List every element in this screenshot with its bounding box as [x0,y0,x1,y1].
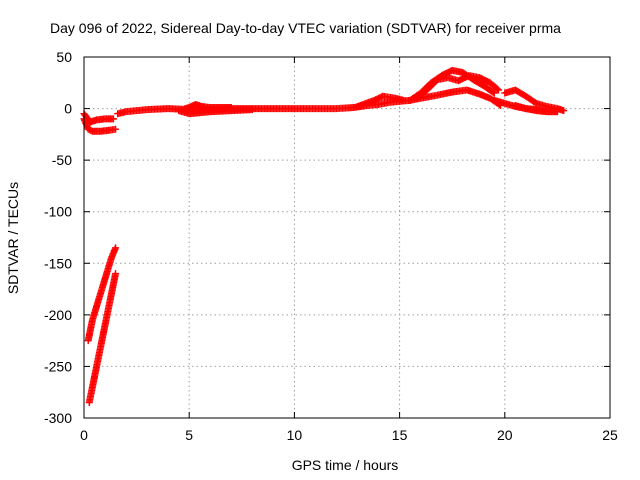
y-tick-label: 0 [64,101,72,117]
y-tick-label: -300 [44,410,72,426]
series-track-tail-c [511,101,561,116]
data-point [227,104,235,112]
plot-frame [83,56,611,419]
y-tick-label: -100 [44,204,72,220]
chart-title: Day 096 of 2022, Sidereal Day-to-day VTE… [50,20,561,36]
x-tick-label: 25 [602,427,618,443]
series-track-early-drop [80,115,120,135]
series-track-mid-high [181,100,235,113]
data-point [109,115,117,123]
data-point [400,96,408,104]
axis-ticks: 0 5 10 15 20 25 -300 -250 -200 -150 -100 -50 0 50 [44,49,618,443]
data-points [80,66,568,407]
series-track-peak-c [406,86,505,109]
x-tick-label: 5 [185,427,193,443]
y-tick-label: -150 [44,255,72,271]
x-tick-label: 15 [392,427,408,443]
y-tick-label: -200 [44,307,72,323]
data-point [112,270,120,278]
data-point [248,106,256,114]
data-point [560,107,568,115]
series-track-high-wave [354,92,408,111]
data-point [493,85,501,93]
x-tick-label: 10 [287,427,303,443]
series-track-early-upper [80,110,117,126]
y-tick-label: -50 [52,152,72,168]
data-point [490,89,498,97]
data-point [553,108,561,116]
y-tick-label: -250 [44,358,72,374]
data-point [489,88,497,96]
series-track-low-right [85,270,120,407]
data-point [112,125,120,133]
series-track-low-left [84,244,120,345]
data-point [494,86,502,94]
y-tick-label: 50 [56,49,72,65]
data-point [112,244,120,252]
x-tick-label: 20 [497,427,513,443]
x-tick-label: 0 [80,427,88,443]
y-axis-label: SDTVAR / TECUs [5,182,21,294]
grid [84,57,610,418]
x-axis-label: GPS time / hours [292,457,399,473]
